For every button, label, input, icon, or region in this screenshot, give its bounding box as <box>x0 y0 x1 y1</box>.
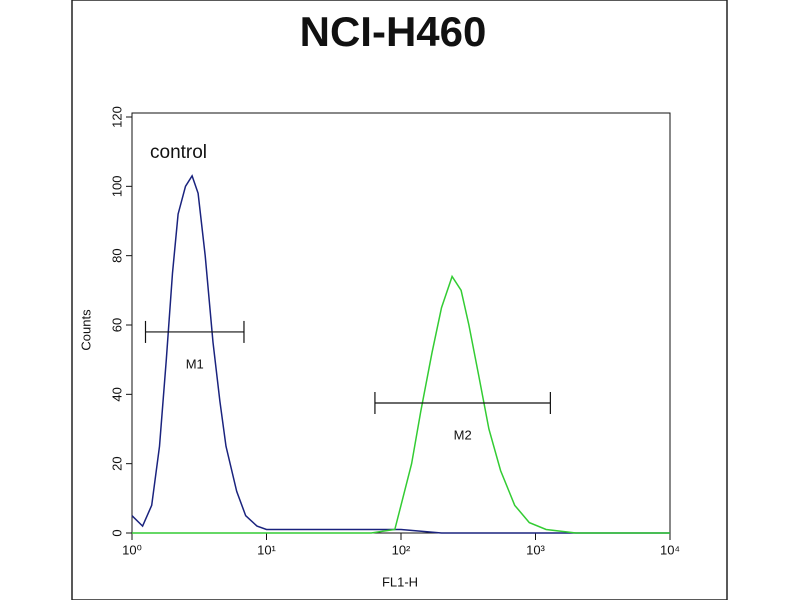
y-tick-label: 60 <box>109 318 124 332</box>
marker-label: M1 <box>186 356 204 371</box>
y-axis-label: Counts <box>78 309 93 351</box>
y-tick-label: 20 <box>109 456 124 470</box>
frame <box>71 0 728 600</box>
x-axis-label: FL1-H <box>382 574 418 589</box>
control-annotation: control <box>150 142 207 163</box>
x-tick-label: 10⁴ <box>660 542 680 557</box>
histogram-line <box>132 274 670 534</box>
x-tick-label: 10³ <box>526 542 545 557</box>
histogram-line <box>131 174 670 534</box>
y-tick-label: 100 <box>109 175 124 197</box>
y-tick-label: 120 <box>109 106 124 128</box>
x-tick-label: 10⁰ <box>122 542 142 557</box>
chart-title: NCI-H460 <box>300 8 487 55</box>
marker-label: M2 <box>454 427 472 442</box>
y-tick-label: 80 <box>109 248 124 262</box>
y-tick-label: 40 <box>109 387 124 401</box>
y-tick-label: 0 <box>109 529 124 536</box>
x-tick-label: 10¹ <box>257 542 276 557</box>
x-tick-label: 10² <box>392 542 411 557</box>
